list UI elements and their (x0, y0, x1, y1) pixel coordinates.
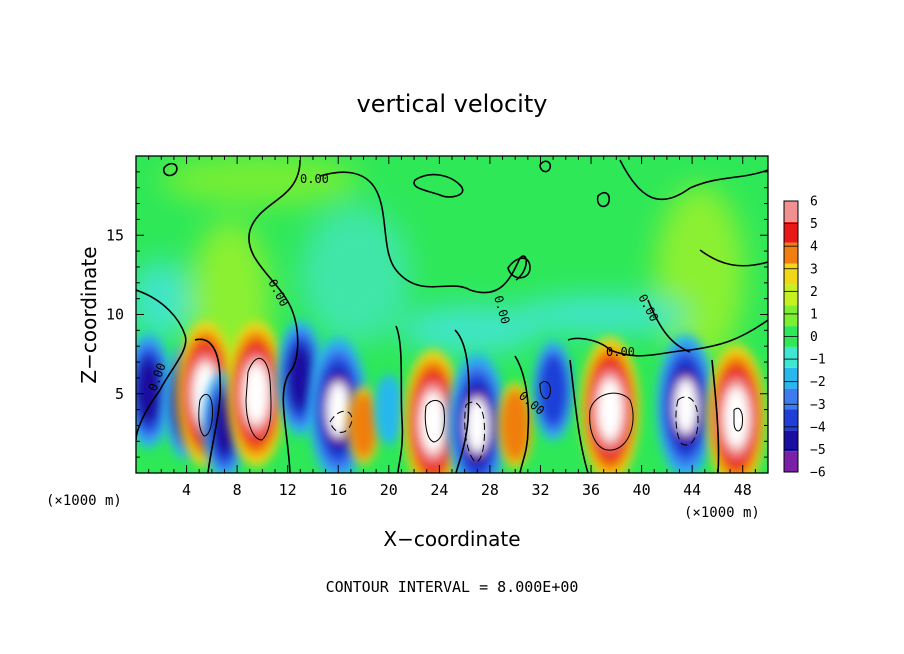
background-tints (136, 156, 745, 380)
colorbar-label: 3 (810, 262, 818, 277)
x-tick-label: 32 (531, 481, 549, 499)
y-tick-label: 15 (106, 226, 124, 244)
velocity-cell (532, 340, 574, 441)
colorbar-swatch (784, 305, 798, 327)
colorbar-label: 1 (810, 307, 818, 322)
x-tick-label: 36 (582, 481, 600, 499)
colorbar-label: −3 (810, 398, 826, 413)
y-ticks (136, 171, 768, 458)
colorbar (783, 200, 799, 473)
velocity-cells (136, 320, 766, 473)
x-unit-right: (×1000 m) (684, 505, 760, 521)
colorbar-swatch (784, 242, 798, 264)
x-tick-label: 8 (233, 481, 242, 499)
colorbar-label: 5 (810, 217, 818, 232)
zero-contours (136, 159, 768, 473)
colorbar-label: 0 (810, 330, 818, 345)
x-tick-label: 16 (329, 481, 347, 499)
colorbar-swatch (784, 451, 798, 472)
colorbar-swatch (784, 388, 798, 410)
colorbar-swatch (784, 201, 798, 222)
x-tick-label: 40 (633, 481, 651, 499)
velocity-cell (706, 344, 766, 473)
velocity-cell (226, 321, 286, 467)
x-ticks (148, 156, 756, 473)
plot-area (136, 156, 768, 473)
x-tick-label: 12 (279, 481, 297, 499)
colorbar-swatch (784, 221, 798, 243)
plot-frame (135, 155, 769, 474)
x-tick-label: 48 (734, 481, 752, 499)
chart-title: vertical velocity (357, 90, 548, 118)
colorbar-swatch (784, 409, 798, 431)
colorbar-swatch (784, 430, 798, 452)
colorbar-swatch (784, 346, 798, 368)
x-tick-labels: 4 8 12 16 20 24 28 32 36 40 44 48 (182, 481, 752, 499)
velocity-cell (347, 386, 380, 465)
velocity-cell (580, 336, 640, 473)
x-unit-left: (×1000 m) (46, 493, 122, 509)
colorbar-label: −1 (810, 353, 826, 368)
colorbar-swatch (784, 367, 798, 389)
colorbar-label: 4 (810, 240, 818, 255)
colorbar-swatch (784, 284, 798, 306)
closed-contours (198, 358, 743, 463)
x-tick-label: 44 (683, 481, 701, 499)
colorbar-label: −4 (810, 420, 826, 435)
colorbar-labels: 6 5 4 3 2 1 0 −1 −2 −3 −4 −5 −6 (810, 195, 826, 481)
colorbar-label: 6 (810, 195, 818, 210)
y-axis-label: Z−coordinate (77, 246, 101, 383)
contour-label: 0.00 (606, 345, 635, 359)
x-tick-label: 4 (182, 481, 191, 499)
colorbar-label: 2 (810, 285, 818, 300)
y-tick-labels: 5 10 15 (106, 226, 124, 403)
colorbar-swatch (784, 263, 798, 285)
velocity-cell (656, 333, 716, 473)
contour-interval-note: CONTOUR INTERVAL = 8.000E+00 (326, 578, 579, 596)
velocity-cell (403, 349, 463, 473)
x-tick-label: 28 (481, 481, 499, 499)
x-axis-label: X−coordinate (383, 527, 520, 551)
colorbar-label: −5 (810, 443, 826, 458)
x-tick-label: 20 (380, 481, 398, 499)
velocity-cell (497, 382, 533, 469)
y-tick-label: 10 (106, 306, 124, 324)
colorbar-label: −2 (810, 375, 826, 390)
x-tick-label: 24 (430, 481, 448, 499)
colorbar-label: −6 (810, 466, 826, 481)
velocity-cell (374, 374, 404, 445)
contour-label: 0.00 (300, 172, 329, 186)
y-tick-label: 5 (115, 385, 124, 403)
